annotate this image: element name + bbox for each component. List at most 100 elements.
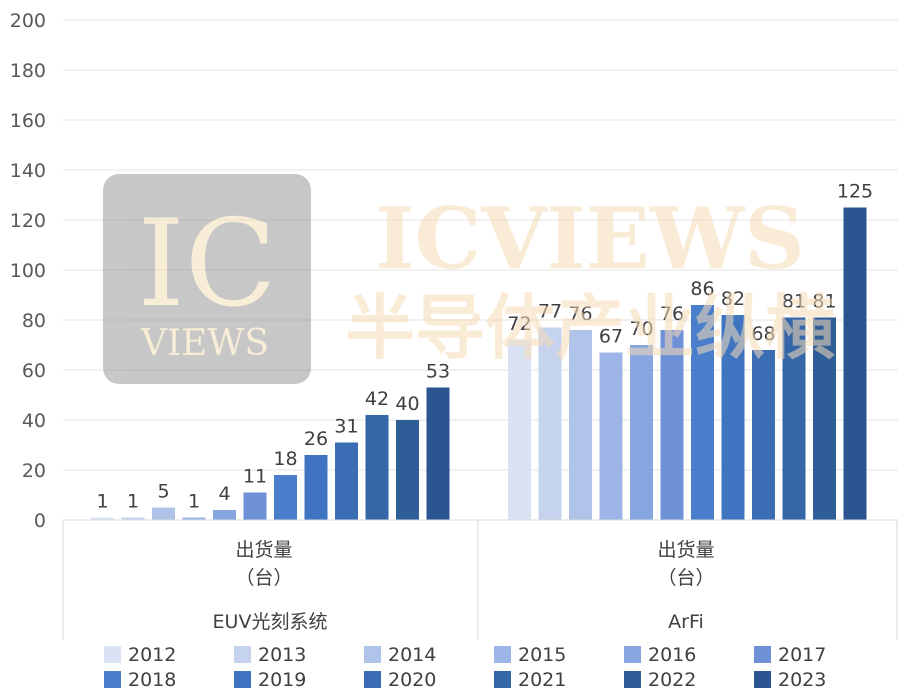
- y-tick-label-200: 200: [10, 10, 46, 32]
- bar-arfi-2015: [599, 352, 623, 520]
- legend-label-2014: 2014: [388, 644, 436, 666]
- group1-measure-line2: （台）: [235, 567, 292, 589]
- data-label-euv-2022: 40: [395, 393, 419, 415]
- data-label-arfi-2014: 76: [568, 303, 592, 325]
- legend-swatch-2017: [754, 646, 771, 663]
- y-tick-label-120: 120: [10, 210, 46, 232]
- data-label-euv-2015: 1: [188, 491, 200, 513]
- legend-swatch-2019: [234, 671, 251, 688]
- y-tick-label-140: 140: [10, 160, 46, 182]
- y-tick-label-20: 20: [22, 460, 46, 482]
- y-tick-label-0: 0: [34, 510, 46, 532]
- legend-label-2019: 2019: [258, 669, 306, 691]
- watermark-tagline: 半导体产业纵横: [345, 287, 835, 369]
- bar-euv-2019: [304, 455, 328, 520]
- data-label-euv-2014: 5: [157, 481, 169, 503]
- y-tick-label-160: 160: [10, 110, 46, 132]
- legend-label-2020: 2020: [388, 669, 436, 691]
- watermark-brand: ICVIEWS: [375, 189, 805, 288]
- legend-swatch-2018: [104, 671, 121, 688]
- legend-label-2015: 2015: [518, 644, 566, 666]
- bar-euv-2016: [213, 510, 236, 520]
- data-label-euv-2018: 18: [273, 448, 297, 470]
- data-label-arfi-2021: 81: [782, 291, 806, 313]
- bar-arfi-2021: [782, 317, 806, 520]
- bar-arfi-2013: [538, 327, 562, 520]
- y-tick-label-40: 40: [22, 410, 46, 432]
- data-label-arfi-2015: 67: [599, 326, 623, 348]
- data-label-arfi-2013: 77: [538, 301, 562, 323]
- data-label-arfi-2023: 125: [837, 181, 873, 203]
- legend: 2012 2013 2014 2015 2016 2017 2018 2019 2020 2021…: [104, 644, 826, 691]
- bar-euv-2021: [365, 415, 389, 520]
- y-tick-label-180: 180: [10, 60, 46, 82]
- group1-name: EUV光刻系统: [213, 611, 328, 633]
- bar-arfi-2019: [721, 315, 745, 520]
- data-label-euv-2016: 4: [218, 483, 230, 505]
- data-label-euv-2017: 11: [243, 466, 267, 488]
- data-label-euv-2020: 31: [334, 416, 358, 438]
- data-label-euv-2023: 53: [426, 361, 450, 383]
- bar-euv-2023: [426, 387, 450, 520]
- data-label-euv-2021: 42: [365, 388, 389, 410]
- legend-swatch-2014: [364, 646, 381, 663]
- group2-measure-line2: （台）: [657, 567, 714, 589]
- legend-label-2023: 2023: [778, 669, 826, 691]
- bar-arfi-2023: [843, 207, 867, 520]
- category-axis: [62, 519, 898, 640]
- data-label-arfi-2020: 68: [751, 323, 775, 345]
- y-axis-tick-labels: 0 20 40 60 80 100 120 140 160 180 200: [10, 10, 46, 532]
- bar-arfi-2022: [813, 317, 836, 520]
- icviews-watermark: IC VIEWS ICVIEWS 半导体产业纵横: [103, 174, 835, 384]
- legend-swatch-2012: [104, 646, 121, 663]
- data-label-arfi-2018: 86: [690, 278, 714, 300]
- bar-arfi-2016: [630, 345, 653, 520]
- data-label-euv-2012: 1: [96, 491, 108, 513]
- bar-euv-2018: [274, 475, 297, 520]
- bar-euv-2012: [91, 517, 114, 520]
- bar-euv-2014: [152, 507, 175, 520]
- watermark-logo-bottom: VIEWS: [140, 323, 269, 364]
- y-tick-label-60: 60: [22, 360, 46, 382]
- legend-swatch-2022: [624, 671, 641, 688]
- bar-euv-2017: [243, 492, 267, 520]
- legend-label-2022: 2022: [648, 669, 696, 691]
- bar-arfi-2012: [508, 340, 531, 520]
- data-label-arfi-2016: 70: [629, 318, 653, 340]
- legend-label-2018: 2018: [128, 669, 176, 691]
- legend-swatch-2023: [754, 671, 771, 688]
- bar-euv-2022: [396, 420, 419, 520]
- group1-measure-line1: 出货量: [235, 539, 292, 561]
- legend-label-2017: 2017: [778, 644, 826, 666]
- watermark-logo-box: [103, 174, 311, 384]
- bar-arfi-2014: [569, 330, 592, 520]
- data-label-euv-2019: 26: [304, 428, 328, 450]
- data-label-arfi-2017: 76: [660, 303, 684, 325]
- bar-arfi-2018: [691, 305, 714, 520]
- data-label-arfi-2012: 72: [507, 313, 531, 335]
- legend-label-2016: 2016: [648, 644, 696, 666]
- y-tick-label-100: 100: [10, 260, 46, 282]
- legend-label-2021: 2021: [518, 669, 566, 691]
- bar-euv-2013: [121, 517, 145, 520]
- bar-euv-2020: [335, 442, 358, 520]
- legend-label-2013: 2013: [258, 644, 306, 666]
- legend-swatch-2015: [494, 646, 511, 663]
- legend-swatch-2021: [494, 671, 511, 688]
- group2-measure-line1: 出货量: [657, 539, 714, 561]
- legend-label-2012: 2012: [128, 644, 176, 666]
- watermark-logo-top: IC: [137, 195, 276, 334]
- y-tick-label-80: 80: [22, 310, 46, 332]
- bar-series: [91, 207, 867, 520]
- data-label-arfi-2019: 82: [721, 288, 745, 310]
- data-label-arfi-2022: 81: [812, 291, 836, 313]
- bar-arfi-2017: [660, 330, 684, 520]
- bar-euv-2015: [182, 517, 206, 520]
- legend-swatch-2013: [234, 646, 251, 663]
- bar-arfi-2020: [752, 350, 775, 520]
- data-label-euv-2013: 1: [127, 491, 139, 513]
- group2-name: ArFi: [668, 611, 704, 633]
- legend-swatch-2016: [624, 646, 641, 663]
